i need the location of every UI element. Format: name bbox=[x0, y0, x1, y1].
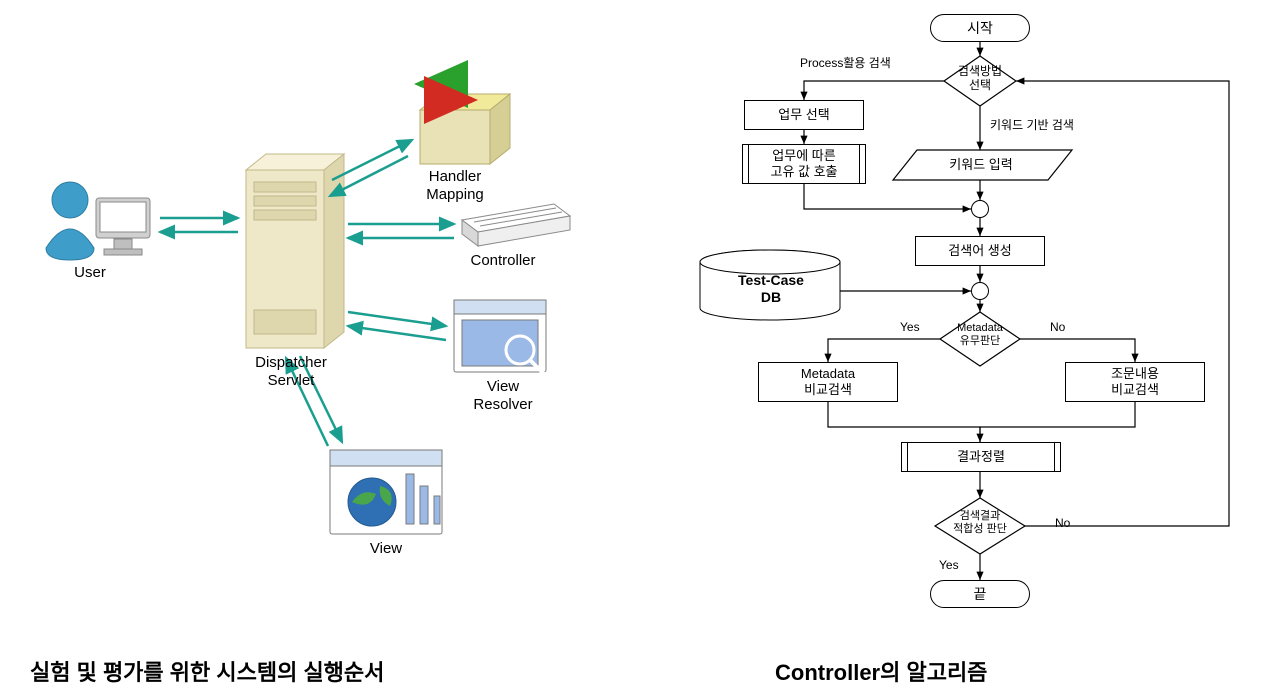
fc-search-method-label: 검색방법 선택 bbox=[949, 64, 1011, 93]
handler-mapping-label: Handler Mapping bbox=[410, 168, 500, 204]
lbl-process-search: Process활용 검색 bbox=[800, 54, 891, 71]
fc-db-label: Test-Case DB bbox=[721, 272, 821, 306]
view-label: View bbox=[356, 540, 416, 558]
left-panel: User Dispatcher Servlet Handler Mapping … bbox=[0, 0, 631, 640]
controller-label: Controller bbox=[448, 252, 558, 270]
dispatcher-label: Dispatcher Servlet bbox=[236, 354, 346, 390]
flowchart-lines bbox=[631, 0, 1262, 640]
fc-conn2 bbox=[971, 282, 989, 300]
handler-mapping-icon bbox=[420, 94, 510, 164]
right-caption: Controller의 알고리즘 bbox=[775, 655, 1135, 687]
lbl-fit-yes: Yes bbox=[939, 558, 959, 572]
fc-sort: 결과정렬 bbox=[901, 442, 1061, 472]
fc-gen-query: 검색어 생성 bbox=[915, 236, 1045, 266]
fc-fit-check-label: 검색결과 적합성 판단 bbox=[940, 510, 1020, 536]
fc-task-select: 업무 선택 bbox=[744, 100, 864, 130]
fc-conn1 bbox=[971, 200, 989, 218]
lbl-meta-no: No bbox=[1050, 320, 1065, 334]
left-diagram-svg bbox=[0, 0, 631, 640]
right-panel: 시작 검색방법 선택 업무 선택 업무에 따른 고유 값 호출 키워드 입력 검… bbox=[631, 0, 1262, 640]
dispatcher-icon bbox=[246, 154, 344, 348]
fc-task-extract: 업무에 따른 고유 값 호출 bbox=[742, 144, 866, 184]
view-resolver-label: View Resolver bbox=[458, 378, 548, 414]
fc-start: 시작 bbox=[930, 14, 1030, 42]
lbl-fit-no: No bbox=[1055, 516, 1070, 530]
lbl-keyword-search: 키워드 기반 검색 bbox=[990, 116, 1074, 133]
lbl-meta-yes: Yes bbox=[900, 320, 920, 334]
user-icon bbox=[46, 182, 150, 260]
user-label: User bbox=[60, 264, 120, 282]
fc-text-search: 조문내용 비교검색 bbox=[1065, 362, 1205, 402]
fc-end: 끝 bbox=[930, 580, 1030, 608]
controller-icon bbox=[462, 204, 570, 246]
view-icon bbox=[330, 450, 442, 534]
fc-meta-check-label: Metadata 유무판단 bbox=[945, 322, 1015, 348]
left-caption: 실험 및 평가를 위한 시스템의 실행순서 bbox=[30, 655, 590, 687]
fc-keyword-input-label: 키워드 입력 bbox=[921, 157, 1041, 173]
fc-meta-search: Metadata 비교검색 bbox=[758, 362, 898, 402]
view-resolver-icon bbox=[454, 300, 546, 374]
